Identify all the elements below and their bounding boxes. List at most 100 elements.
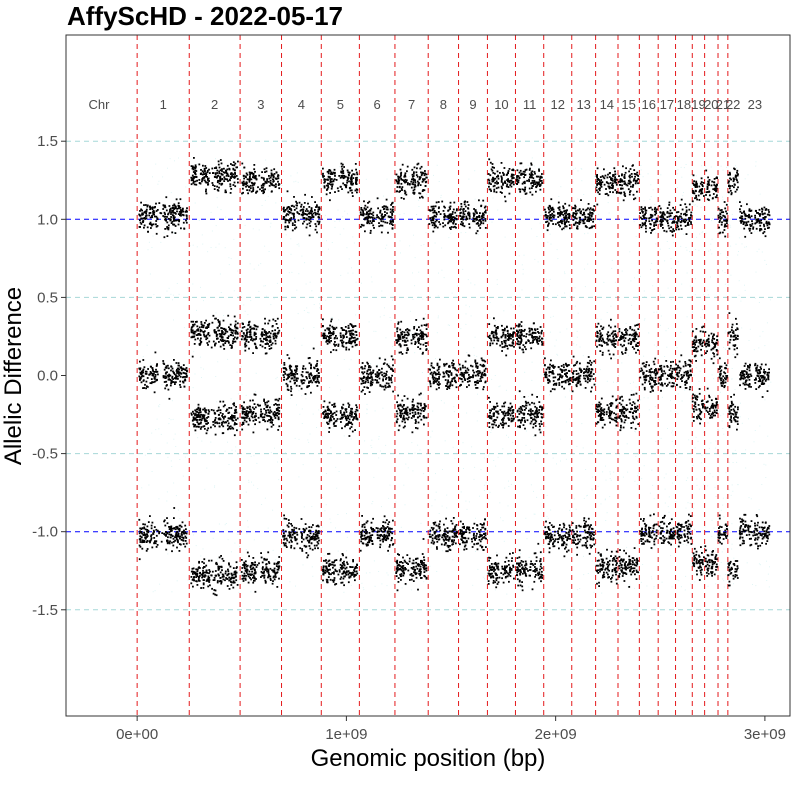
background-point [643, 355, 645, 357]
data-point [342, 170, 345, 172]
data-point [193, 323, 196, 326]
background-point [366, 403, 368, 405]
data-point [356, 189, 359, 191]
background-point [423, 473, 425, 475]
background-point [721, 420, 723, 422]
data-point [345, 415, 347, 418]
data-point [154, 540, 156, 543]
data-point [190, 176, 193, 179]
background-point [659, 294, 661, 296]
data-point [295, 527, 298, 530]
background-point [152, 217, 154, 219]
data-point [171, 550, 173, 553]
data-point [294, 373, 296, 376]
data-point [230, 163, 232, 165]
background-point [224, 524, 226, 526]
data-point [226, 173, 229, 176]
data-point [323, 571, 326, 574]
background-point [650, 576, 652, 578]
data-point [232, 184, 235, 186]
data-point [286, 190, 289, 193]
background-point [174, 433, 176, 435]
background-point [441, 269, 443, 271]
background-point [695, 249, 696, 250]
background-point [670, 299, 672, 301]
background-point [506, 593, 508, 595]
data-point [363, 526, 366, 529]
data-point [199, 571, 201, 574]
data-point [348, 348, 350, 351]
background-point [701, 165, 703, 167]
data-point [218, 574, 220, 577]
background-point [533, 513, 535, 515]
background-point [477, 393, 478, 395]
data-point [210, 426, 212, 429]
data-point [255, 338, 257, 340]
data-point [196, 570, 199, 573]
data-point [278, 577, 280, 580]
data-point [245, 183, 247, 186]
background-point [616, 382, 618, 383]
data-point [351, 423, 354, 426]
data-point [224, 572, 227, 575]
data-point [140, 208, 142, 211]
data-point [230, 417, 233, 420]
data-point [316, 220, 319, 223]
background-point [707, 349, 709, 351]
data-point [285, 518, 288, 520]
background-point [433, 174, 434, 176]
data-point [327, 407, 330, 410]
data-point [278, 329, 281, 332]
background-point [137, 313, 139, 315]
data-point [364, 528, 367, 531]
background-point [650, 196, 652, 198]
data-point [177, 541, 179, 544]
background-point [536, 236, 538, 237]
data-point [354, 189, 357, 192]
background-point [166, 491, 168, 493]
background-point [762, 331, 764, 333]
background-point [597, 164, 599, 166]
background-point [712, 218, 713, 220]
data-point [359, 549, 362, 552]
data-point [318, 213, 321, 216]
data-point [212, 409, 215, 412]
background-point [689, 285, 691, 287]
data-point [221, 423, 223, 426]
background-point [360, 205, 362, 207]
data-point [351, 169, 353, 172]
background-point [653, 587, 655, 589]
background-point [603, 281, 605, 283]
data-point [243, 574, 246, 577]
data-point [291, 533, 294, 536]
background-point [693, 514, 695, 516]
data-point [291, 224, 294, 226]
data-point [310, 212, 312, 214]
background-point [648, 332, 650, 334]
data-point [356, 173, 359, 176]
data-point [244, 578, 247, 581]
data-point [182, 371, 185, 374]
background-point [185, 186, 187, 188]
data-point [344, 326, 347, 328]
data-point [333, 418, 335, 420]
data-point [198, 344, 201, 346]
data-point [334, 328, 336, 330]
data-point [165, 535, 167, 537]
data-point [214, 593, 217, 596]
background-point [753, 441, 755, 443]
data-point [254, 412, 257, 415]
data-point [186, 370, 188, 373]
data-point [198, 409, 201, 412]
background-point [463, 468, 464, 469]
data-point [139, 541, 142, 543]
background-point [518, 531, 520, 533]
data-point [346, 179, 349, 182]
background-point [560, 460, 561, 462]
data-point [363, 375, 365, 378]
data-point [267, 551, 270, 554]
data-point [305, 536, 308, 539]
data-point [253, 576, 256, 579]
background-point [736, 538, 738, 540]
data-point [156, 217, 159, 220]
